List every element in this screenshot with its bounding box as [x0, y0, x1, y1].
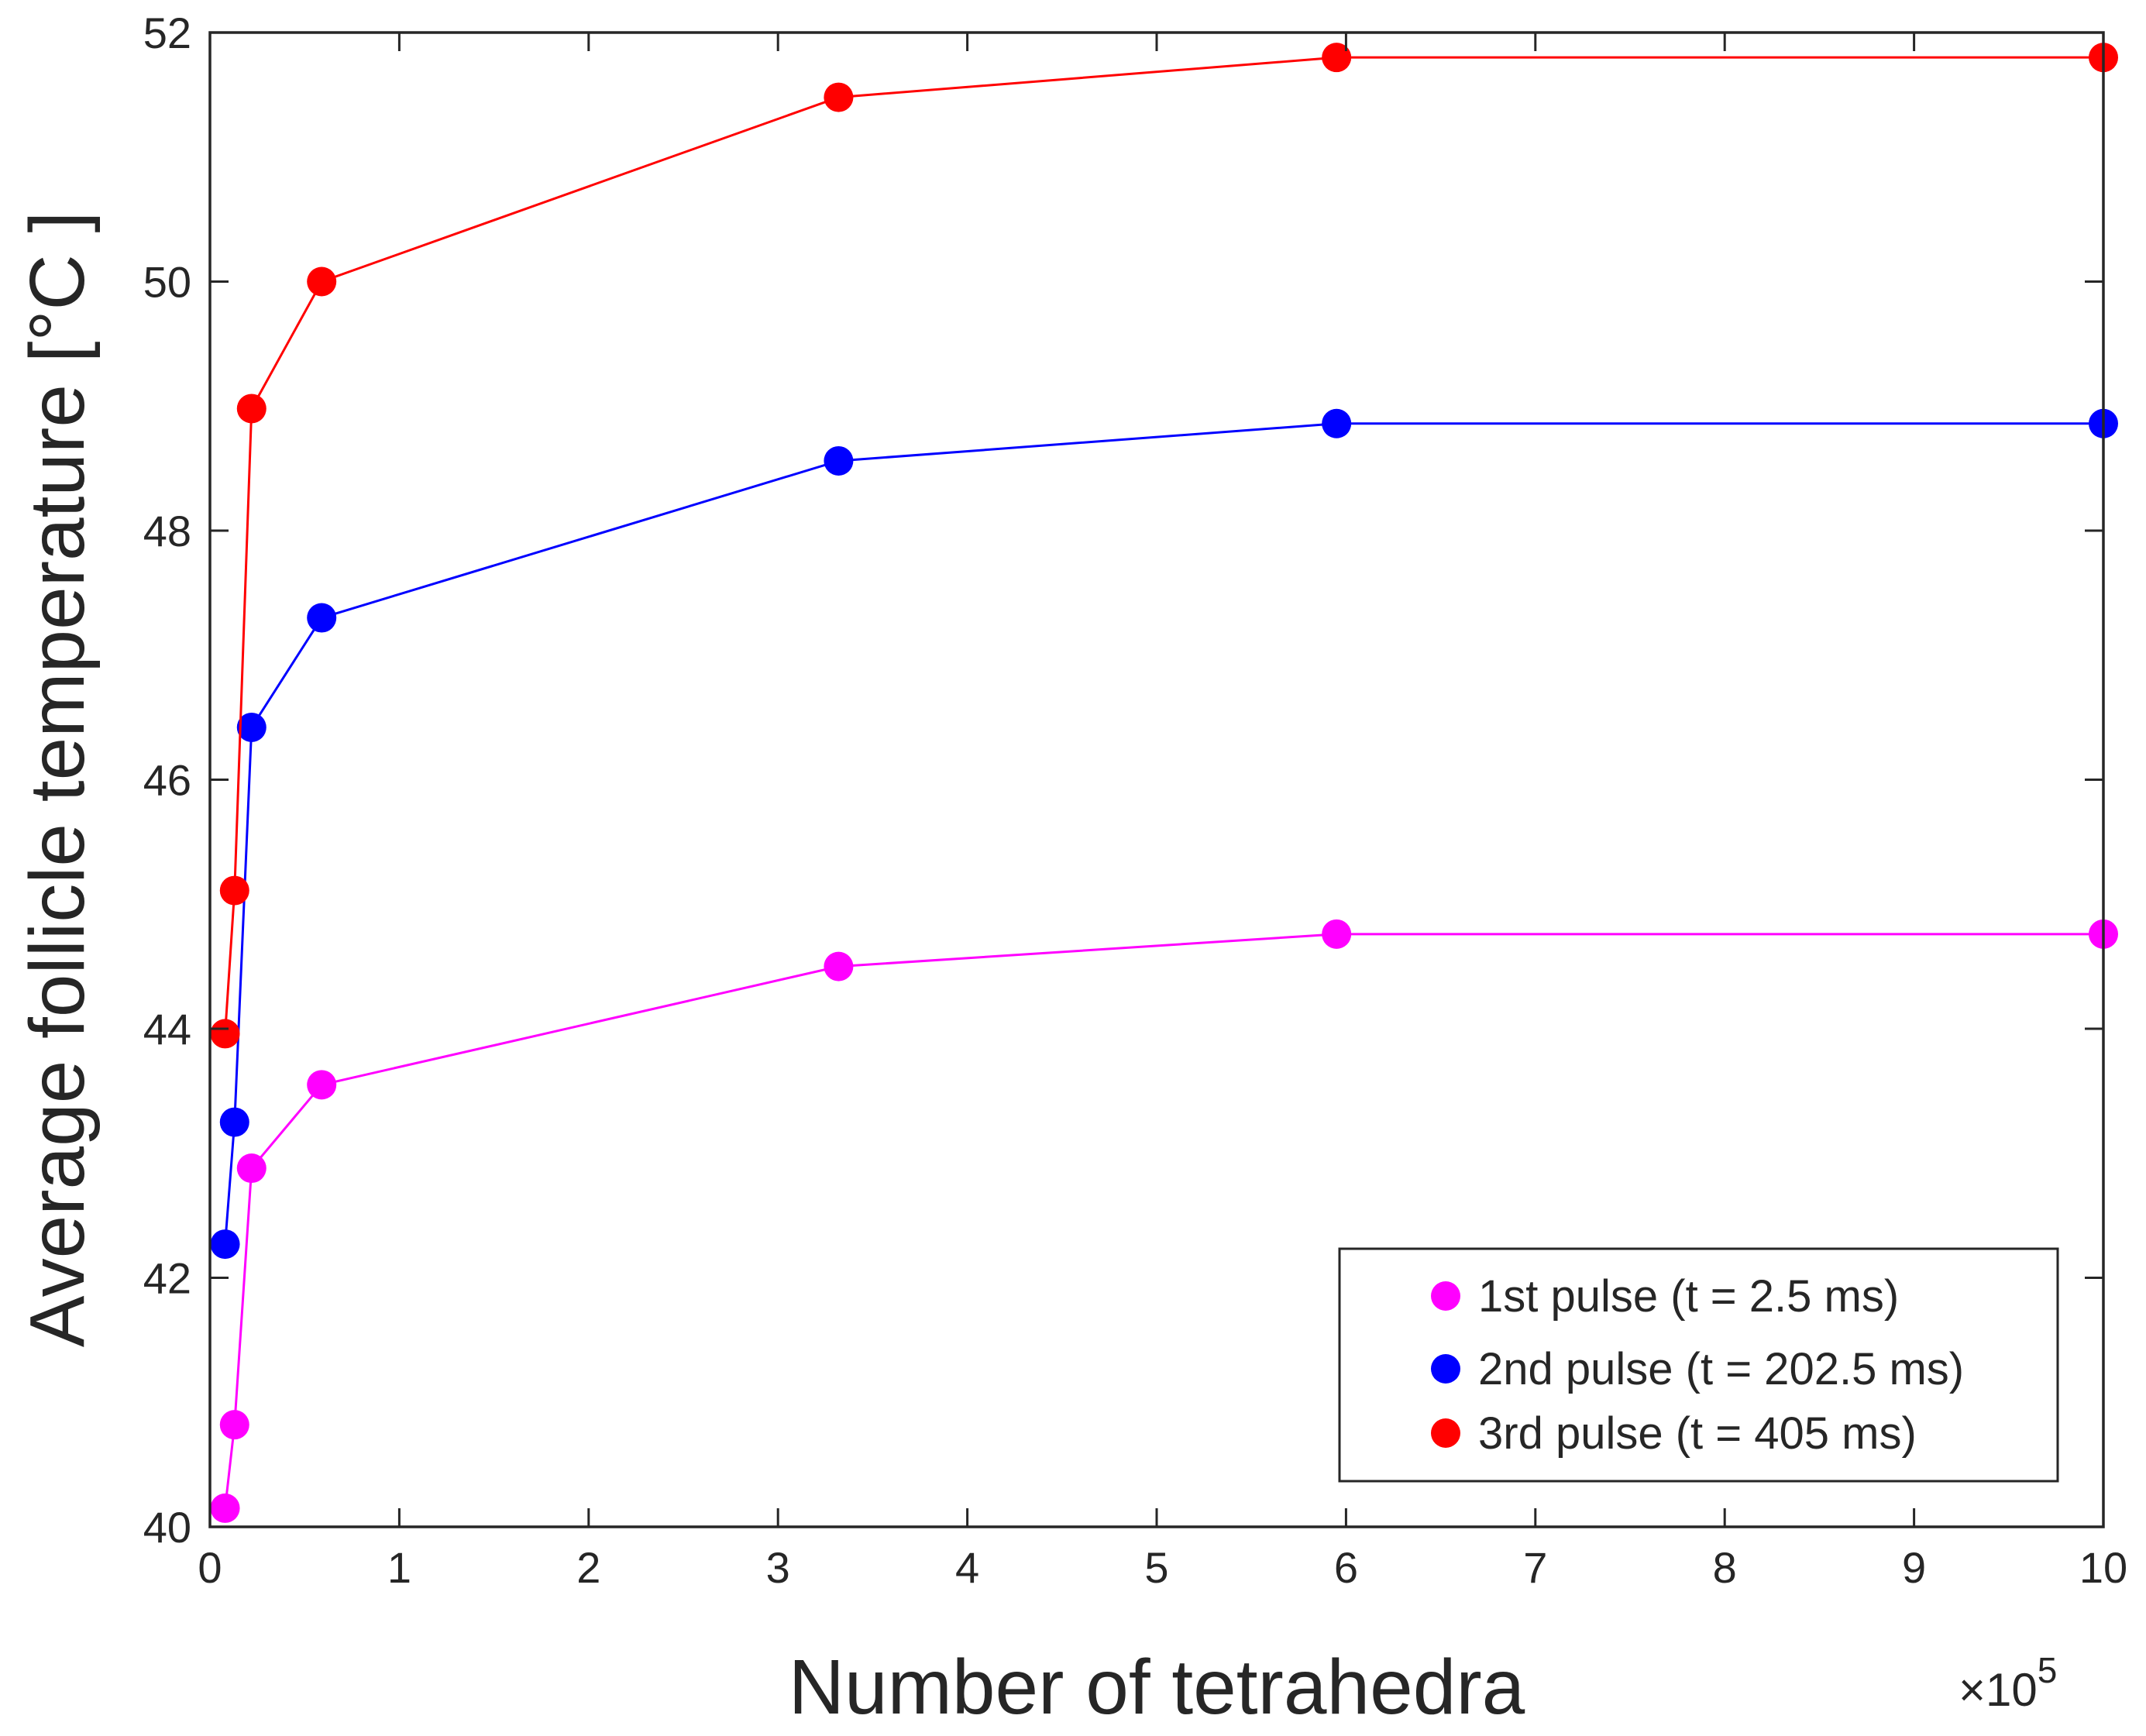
x-axis-multiplier: ×105 — [1959, 1650, 2057, 1716]
y-tick-label: 44 — [143, 1005, 191, 1054]
x-axis-multiplier-exponent: 5 — [2038, 1650, 2058, 1690]
data-point — [307, 603, 337, 633]
y-tick-label: 40 — [143, 1503, 191, 1552]
data-point — [1322, 919, 1352, 949]
x-tick-label: 9 — [1902, 1543, 1926, 1592]
y-tick-label: 46 — [143, 756, 191, 805]
legend: 1st pulse (t = 2.5 ms) 2nd pulse (t = 202… — [1338, 1247, 2059, 1483]
series-2 — [210, 408, 2118, 1260]
x-tick-label: 2 — [576, 1543, 600, 1592]
legend-label: 1st pulse (t = 2.5 ms) — [1478, 1271, 1899, 1322]
y-tick-label: 48 — [143, 507, 191, 555]
legend-marker — [1431, 1354, 1460, 1384]
legend-item: 1st pulse (t = 2.5 ms) — [1431, 1271, 1899, 1322]
x-tick-label: 0 — [198, 1543, 222, 1592]
x-tick-label: 1 — [387, 1543, 411, 1592]
legend-item: 3rd pulse (t = 405 ms) — [1431, 1408, 1917, 1459]
series-layer — [210, 43, 2118, 1523]
data-point — [1322, 43, 1352, 73]
data-point — [824, 82, 854, 112]
series-3 — [210, 43, 2118, 1049]
legend-label: 3rd pulse (t = 405 ms) — [1478, 1408, 1917, 1459]
x-tick-label: 7 — [1523, 1543, 1547, 1592]
data-point — [307, 266, 337, 297]
legend-items: 1st pulse (t = 2.5 ms) 2nd pulse (t = 202… — [1431, 1271, 1964, 1459]
legend-marker — [1431, 1418, 1460, 1448]
x-axis-multiplier-base: ×10 — [1959, 1664, 2038, 1716]
y-tick-label: 50 — [143, 258, 191, 307]
y-tick-label: 52 — [143, 9, 191, 57]
legend-item: 2nd pulse (t = 202.5 ms) — [1431, 1344, 1964, 1394]
data-point — [210, 1019, 240, 1049]
data-point — [824, 951, 854, 981]
data-point — [236, 394, 267, 424]
data-point — [219, 875, 249, 906]
x-tick-label: 6 — [1334, 1543, 1358, 1592]
data-point — [307, 1070, 337, 1100]
series-1 — [210, 919, 2118, 1523]
x-tick-label: 3 — [766, 1543, 790, 1592]
data-point — [219, 1410, 249, 1440]
x-axis-title: Number of tetrahedra — [789, 1644, 1525, 1731]
data-point — [210, 1493, 240, 1523]
legend-label: 2nd pulse (t = 202.5 ms) — [1478, 1344, 1964, 1394]
data-point — [210, 1229, 240, 1260]
data-point — [236, 712, 267, 742]
data-point — [236, 1153, 267, 1184]
legend-box — [1338, 1247, 2059, 1483]
y-axis-title: Average follicle temperature [°C ] — [14, 211, 101, 1348]
y-tick-label: 42 — [143, 1254, 191, 1303]
legend-marker — [1431, 1281, 1460, 1311]
data-point — [1322, 408, 1352, 438]
axes-layer: 0 1 2 3 4 5 6 7 8 9 10 40 42 44 46 48 50 52 — [143, 9, 2127, 1592]
x-tick-label: 8 — [1713, 1543, 1737, 1592]
x-tick-label: 5 — [1144, 1543, 1168, 1592]
x-tick-label: 4 — [955, 1543, 979, 1592]
data-point — [824, 445, 854, 476]
data-point — [219, 1107, 249, 1137]
x-tick-label: 10 — [2079, 1543, 2127, 1592]
